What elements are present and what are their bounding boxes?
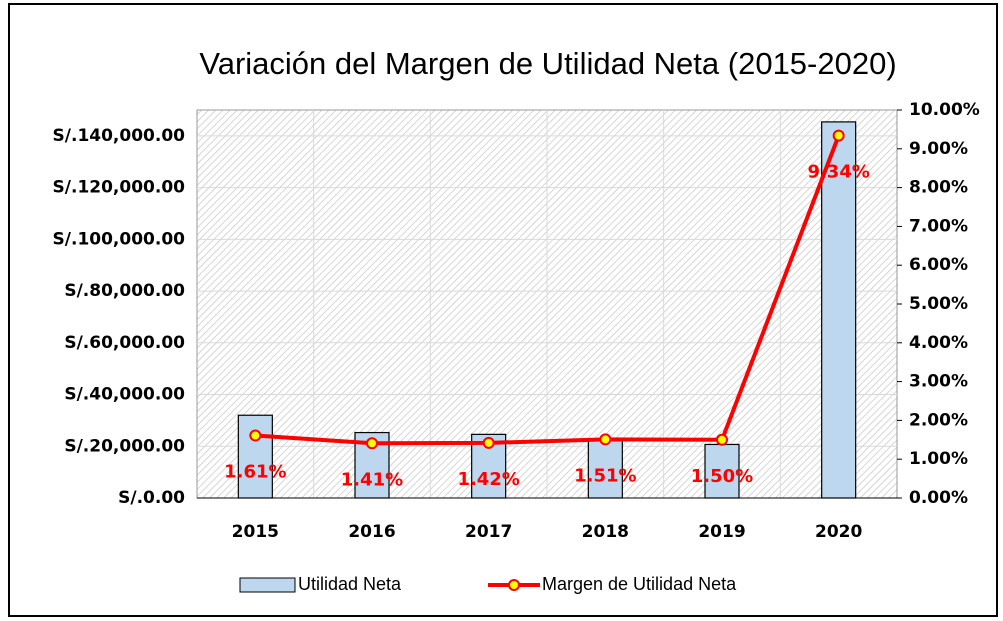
y2-tick-label: 9.00% — [909, 139, 968, 159]
y-tick-label: S/.40,000.00 — [64, 385, 185, 405]
y-tick-label: S/.100,000.00 — [53, 229, 186, 249]
x-tick-label: 2020 — [815, 522, 862, 542]
legend-label: Utilidad Neta — [298, 574, 402, 594]
y-tick-label: S/.120,000.00 — [53, 178, 186, 198]
y-tick-label: S/.20,000.00 — [64, 436, 185, 456]
line-marker — [832, 129, 845, 142]
x-tick-label: 2017 — [465, 522, 512, 542]
y-tick-label: S/.140,000.00 — [53, 126, 186, 146]
bar — [237, 414, 273, 499]
x-tick-label: 2016 — [348, 522, 395, 542]
line-marker — [249, 429, 262, 442]
data-label: 1.41% — [341, 469, 403, 490]
y2-tick-label: 3.00% — [909, 372, 968, 392]
line-marker — [482, 436, 495, 449]
chart-title: Variación del Margen de Utilidad Neta (2… — [199, 46, 896, 81]
data-label: 9.34% — [807, 162, 869, 183]
y2-tick-label: 5.00% — [909, 294, 968, 314]
y2-tick-label: 10.00% — [909, 100, 980, 120]
y2-tick-label: 1.00% — [909, 449, 968, 469]
y-tick-label: S/.0.00 — [118, 488, 185, 508]
y2-tick-label: 2.00% — [909, 410, 968, 430]
y2-tick-label: 0.00% — [909, 488, 968, 508]
x-tick-label: 2018 — [582, 522, 629, 542]
data-label: 1.42% — [457, 469, 519, 490]
legend-label: Margen de Utilidad Neta — [542, 574, 737, 594]
data-label: 1.61% — [224, 462, 286, 483]
bar — [587, 438, 623, 499]
legend-swatch — [239, 577, 296, 593]
y-tick-label: S/.80,000.00 — [64, 281, 185, 301]
x-tick-label: 2019 — [698, 522, 745, 542]
y2-tick-label: 8.00% — [909, 178, 968, 198]
x-tick-label: 2015 — [232, 522, 279, 542]
line-marker — [599, 433, 612, 446]
line — [255, 134, 841, 446]
y2-tick-label: 4.00% — [909, 333, 968, 353]
data-label: 1.50% — [691, 466, 753, 487]
line-marker — [716, 433, 728, 446]
bar — [821, 121, 857, 499]
y-tick-label: S/.60,000.00 — [64, 333, 185, 353]
line-marker — [366, 437, 378, 450]
data-label: 1.51% — [574, 465, 636, 486]
legend-marker — [508, 579, 520, 591]
y2-tick-label: 7.00% — [909, 216, 968, 236]
y2-tick-label: 6.00% — [909, 255, 968, 275]
